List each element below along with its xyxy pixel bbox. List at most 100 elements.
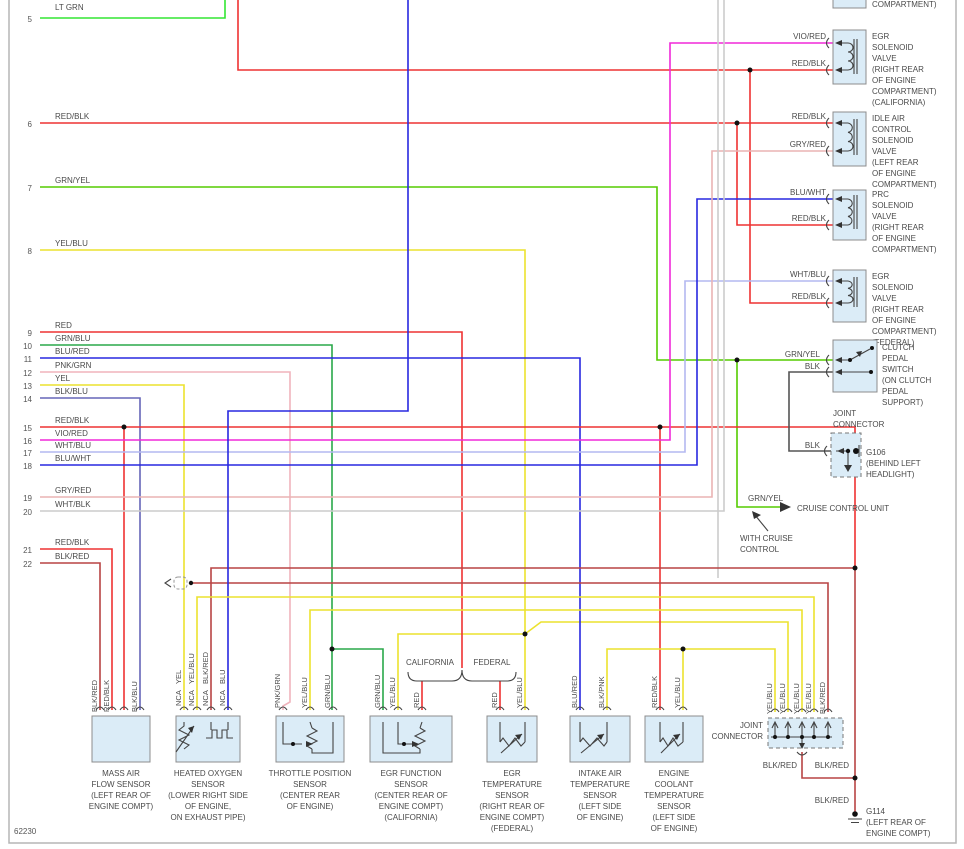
wire-blk-red-bus-g114 bbox=[210, 567, 856, 813]
wire-label: YEL/BLU bbox=[804, 683, 813, 714]
wire-label: BLK/RED bbox=[763, 761, 797, 770]
component-prc-solenoid: BLU/WHT RED/BLK PRC SOLENOID VALVE (RIGHT R… bbox=[790, 188, 937, 254]
wire-grn-blu-tps bbox=[40, 344, 333, 710]
with-cruise-note: WITH CRUISE CONTROL bbox=[740, 534, 793, 554]
component-label: MASS AIR FLOW SENSOR (LEFT REAR OF ENGINE C… bbox=[89, 769, 154, 811]
nca-label: NCA bbox=[174, 690, 183, 706]
pin-number: 11 bbox=[24, 355, 33, 364]
wire-yel-blu-egr-temp bbox=[40, 249, 526, 710]
pin-number: 15 bbox=[23, 424, 32, 433]
ground-icon bbox=[848, 818, 862, 824]
wire-label: BLK/RED bbox=[90, 679, 99, 712]
component-egr-solenoid-federal: WHT/BLU RED/BLK EGR SOLENOID VALVE (RIGHT R… bbox=[790, 269, 937, 347]
component-label: G114 (LEFT REAR OF ENGINE COMPT) bbox=[866, 807, 931, 838]
wire-label: BLK/BLU bbox=[55, 387, 88, 396]
component-label: EGR FUNCTION SENSOR (CENTER REAR OF ENGINE … bbox=[374, 769, 447, 822]
pin-number: 12 bbox=[23, 369, 32, 378]
pin-number: 16 bbox=[23, 437, 32, 446]
wire-label: RED/BLK bbox=[792, 112, 827, 121]
wire-wht-blu bbox=[40, 280, 833, 453]
pin-number: 21 bbox=[23, 546, 32, 555]
wires bbox=[40, 0, 856, 813]
ecu-pins: 5 LT GRN 6 RED/BLK 7 GRN/YEL 8 YEL/BLU 9… bbox=[23, 3, 92, 569]
component-label: PRC SOLENOID VALVE (RIGHT REAR OF ENGINE COMP… bbox=[872, 190, 937, 254]
nca-label: NCA bbox=[218, 690, 227, 706]
sensor-heated-oxygen: NCA NCA NCA NCA YEL YEL/BLU BLK/RED BLU … bbox=[168, 651, 248, 822]
wire-label: RED bbox=[490, 692, 499, 708]
wire-label: VIO/RED bbox=[793, 32, 826, 41]
wire-label: YEL/BLU bbox=[187, 653, 196, 684]
wire-label: YEL/BLU bbox=[765, 683, 774, 714]
sensor-engine-coolant-temperature: RED/BLK YEL/BLU ENGINE COOLANT TEMPERATURE… bbox=[644, 676, 704, 833]
pin-number: 20 bbox=[23, 508, 32, 517]
wire-label: BLK/RED bbox=[818, 681, 827, 714]
wire-blu-red-iat bbox=[40, 357, 581, 710]
pin-number: 8 bbox=[28, 247, 33, 256]
pin-number: 14 bbox=[23, 395, 32, 404]
wire-label: GRN/BLU bbox=[323, 675, 332, 708]
wire-label: GRN/YEL bbox=[785, 350, 821, 359]
california-federal-branch: CALIFORNIA FEDERAL bbox=[406, 658, 517, 682]
pin-number: 18 bbox=[23, 462, 32, 471]
wire-label: BLU/RED bbox=[55, 347, 90, 356]
wire-red-blk-maf2 bbox=[40, 548, 113, 710]
component-idle-air-control: RED/BLK GRY/RED IDLE AIR CONTROL SOLENOID V… bbox=[790, 111, 937, 189]
pin-number: 13 bbox=[23, 382, 32, 391]
component-label: JOINT CONNECTOR bbox=[712, 721, 764, 741]
wire-label: RED bbox=[412, 692, 421, 708]
wire-label: YEL/BLU bbox=[792, 683, 801, 714]
wire-label: PNK/GRN bbox=[55, 361, 92, 370]
wire-yel-o2 bbox=[40, 384, 185, 710]
wire-yel-blu-joint2 bbox=[524, 621, 789, 712]
component-clutch-pedal-switch: GRN/YEL BLK CLUTCH PEDAL SWITCH (ON CLUTCH P… bbox=[785, 339, 932, 407]
wire-label: GRN/BLU bbox=[373, 675, 382, 708]
federal-label: FEDERAL bbox=[474, 658, 511, 667]
wire-gry-red bbox=[40, 150, 833, 498]
wire-label: YEL/BLU bbox=[778, 683, 787, 714]
wire-red-split bbox=[40, 331, 463, 668]
wire-label: PNK/GRN bbox=[273, 674, 282, 708]
wire-wht-blk bbox=[40, 0, 725, 512]
wire-label: WHT/BLU bbox=[55, 441, 91, 450]
wire-blk-red-maf1 bbox=[40, 562, 101, 710]
component-egr-solenoid-california: VIO/RED RED/BLK EGR SOLENOID VALVE (RIGHT R… bbox=[792, 29, 937, 107]
component-label: G106 (BEHIND LEFT HEADLIGHT) bbox=[866, 448, 921, 479]
component-label: INTAKE AIR TEMPERATURE SENSOR (LEFT SIDE OF … bbox=[570, 769, 630, 822]
nca-label: NCA bbox=[187, 690, 196, 706]
wire-blk-red-out bbox=[801, 752, 855, 779]
annotation-arrow bbox=[754, 514, 769, 532]
page-border bbox=[8, 0, 957, 844]
wire-lt-grn bbox=[40, 0, 226, 19]
component-label: CLUTCH PEDAL SWITCH (ON CLUTCH PEDAL SUPPORT) bbox=[882, 343, 932, 407]
wire-grn-yel-clutch bbox=[40, 186, 833, 361]
wire-label: BLK/RED bbox=[55, 552, 89, 561]
wire-label: BLK/PNK bbox=[597, 676, 606, 708]
wire-blk-red-bus-joint bbox=[190, 582, 829, 712]
sensor-throttle-position: PNK/GRN YEL/BLU GRN/BLU THROTTLE POSITIO… bbox=[269, 674, 352, 811]
wire-label: BLU bbox=[218, 669, 227, 684]
wire-label: YEL/BLU bbox=[300, 677, 309, 708]
component-partial-top: COMPARTMENT) bbox=[832, 0, 937, 9]
wire-label: YEL bbox=[55, 374, 71, 383]
wire-red-blk-egr-ca bbox=[237, 0, 833, 71]
wire-label: LT GRN bbox=[55, 3, 84, 12]
wire-label: RED/BLK bbox=[55, 538, 90, 547]
component-joint-connector: JOINT CONNECTOR YEL/BLU YEL/BLU YEL/BLU Y… bbox=[712, 681, 850, 805]
wire-yel-blu-bus3 bbox=[606, 648, 776, 712]
wire-blk-blu-maf bbox=[40, 397, 141, 710]
wire-label: RED/BLK bbox=[102, 680, 111, 712]
diagram-id: 62230 bbox=[14, 827, 37, 836]
sensor-mass-air-flow: BLK/RED RED/BLK BLK/BLU MASS AIR FLOW SEN… bbox=[89, 679, 154, 811]
wire-label: YEL/BLU bbox=[55, 239, 88, 248]
sensor-egr-function: GRN/BLU YEL/BLU RED EGR FUNCTION SENSOR (C… bbox=[369, 675, 453, 822]
cruise-control-callout: GRN/YEL CRUISE CONTROL UNIT WITH CRUISE C… bbox=[740, 494, 889, 554]
wire-label: RED/BLK bbox=[792, 292, 827, 301]
wire-label: GRY/RED bbox=[55, 486, 92, 495]
wire-label: WHT/BLK bbox=[55, 500, 91, 509]
wire-label: YEL bbox=[174, 670, 183, 684]
wire-red-blk-prc bbox=[736, 123, 833, 226]
component-g106-joint-connector: JOINT CONNECTOR BLK G106 (BEHIND LEFT HEADL… bbox=[805, 409, 921, 479]
california-label: CALIFORNIA bbox=[406, 658, 455, 667]
wire-yel-blu-bus1 bbox=[196, 596, 815, 712]
